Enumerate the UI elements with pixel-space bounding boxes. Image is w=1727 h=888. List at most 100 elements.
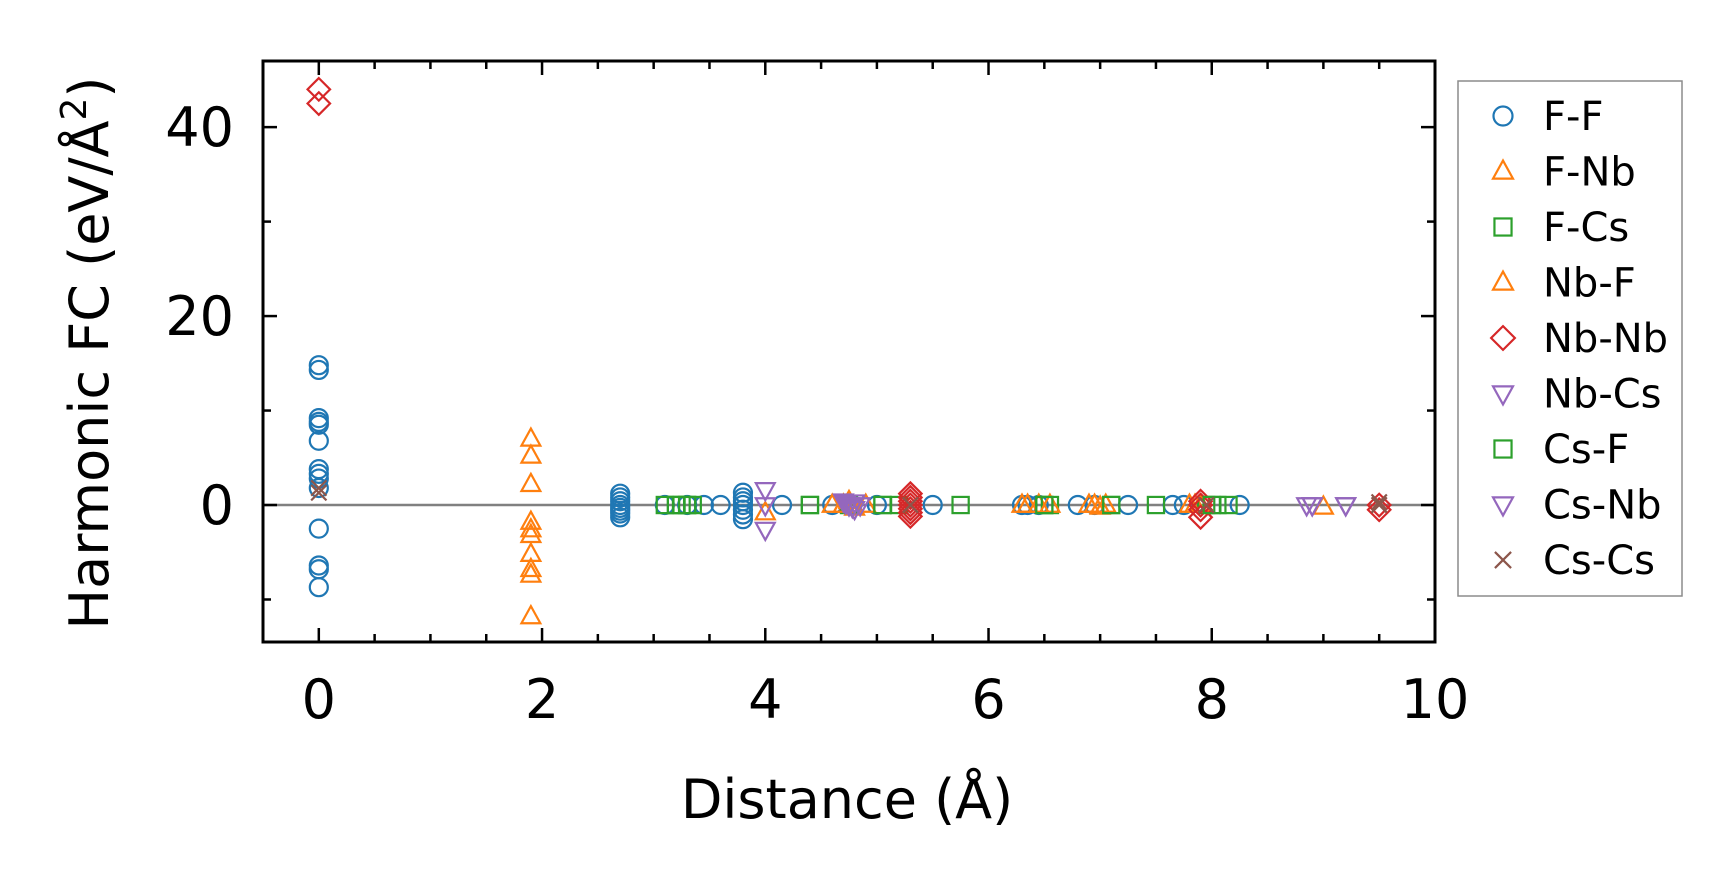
legend-label-f-cs: F-Cs bbox=[1543, 205, 1629, 251]
legend-item-nb-cs: Nb-Cs bbox=[1491, 372, 1662, 418]
data-point-nb-f bbox=[1083, 492, 1106, 513]
data-point-nb-nb bbox=[1366, 492, 1392, 518]
legend-marker-f-cs bbox=[1493, 217, 1513, 237]
data-point-f-nb bbox=[519, 556, 543, 578]
y-tick-label: 0 bbox=[200, 474, 234, 537]
legend-marker-nb-nb bbox=[1489, 324, 1517, 352]
legend-label-f-f: F-F bbox=[1543, 94, 1603, 140]
data-point-f-f bbox=[732, 499, 754, 520]
data-point-nb-cs bbox=[843, 500, 866, 522]
legend-marker-nb-cs bbox=[1491, 385, 1515, 407]
series-cs-nb bbox=[837, 494, 1358, 518]
data-point-f-f bbox=[1067, 494, 1088, 516]
legend-label-cs-f: Cs-F bbox=[1543, 427, 1629, 473]
data-point-cs-f bbox=[1102, 495, 1121, 515]
data-point-nb-nb bbox=[1366, 496, 1392, 523]
y-tick-label: 40 bbox=[165, 96, 234, 159]
legend-item-nb-nb: Nb-Nb bbox=[1489, 316, 1668, 362]
legend-label-nb-cs: Nb-Cs bbox=[1543, 372, 1662, 418]
x-tick-label: 2 bbox=[525, 668, 559, 731]
data-point-f-nb bbox=[519, 509, 543, 530]
x-tick-label: 0 bbox=[302, 668, 336, 731]
legend-item-cs-f: Cs-F bbox=[1493, 427, 1629, 473]
data-point-f-f bbox=[1229, 494, 1250, 516]
data-point-nb-f bbox=[1016, 492, 1039, 513]
y-axis-title-main: Harmonic FC (eV/Å bbox=[57, 120, 121, 629]
data-point-f-f bbox=[308, 414, 329, 435]
y-tick-label: 20 bbox=[165, 285, 234, 348]
data-point-f-nb bbox=[519, 443, 543, 464]
data-point-f-nb bbox=[519, 562, 543, 583]
legend: F-F F-Nb F-Cs Nb-F Nb-Nb Nb-Cs Cs-F Cs-Nb Cs-Cs bbox=[1457, 80, 1683, 597]
y-axis-title-superscript: 2 bbox=[54, 98, 95, 121]
data-point-f-f bbox=[732, 494, 754, 516]
legend-label-f-nb: F-Nb bbox=[1543, 150, 1636, 196]
data-point-cs-f bbox=[666, 495, 686, 515]
data-point-f-f bbox=[308, 463, 329, 484]
data-point-cs-f bbox=[873, 495, 892, 515]
legend-label-cs-cs: Cs-Cs bbox=[1543, 538, 1655, 584]
legend-item-cs-nb: Cs-Nb bbox=[1491, 483, 1662, 529]
legend-marker-f-nb bbox=[1491, 158, 1515, 180]
data-point-f-nb bbox=[753, 499, 777, 521]
data-point-nb-nb bbox=[897, 495, 924, 522]
data-point-nb-cs bbox=[753, 497, 777, 518]
data-point-nb-f bbox=[1178, 492, 1201, 513]
legend-item-f-f: F-F bbox=[1492, 94, 1603, 140]
data-point-f-f bbox=[710, 494, 731, 516]
data-point-nb-cs bbox=[753, 482, 777, 503]
data-point-f-f bbox=[308, 477, 329, 499]
data-point-nb-f bbox=[1094, 492, 1118, 513]
data-point-f-cs bbox=[1146, 495, 1166, 515]
series-cs-cs bbox=[310, 479, 1388, 514]
data-point-f-f bbox=[308, 577, 329, 598]
data-point-nb-nb bbox=[1187, 492, 1214, 518]
plot-frame bbox=[261, 59, 1437, 644]
data-point-nb-cs bbox=[753, 521, 777, 543]
data-point-f-f bbox=[732, 504, 754, 525]
data-point-cs-f bbox=[800, 495, 820, 515]
data-point-f-f bbox=[308, 359, 329, 381]
x-axis-title: Distance (Å) bbox=[681, 767, 1013, 831]
data-point-nb-nb bbox=[897, 484, 924, 511]
data-point-cs-cs bbox=[1197, 496, 1215, 514]
data-point-nb-nb bbox=[897, 499, 924, 526]
x-tick-label: 6 bbox=[971, 668, 1005, 731]
data-point-cs-nb bbox=[1334, 497, 1358, 518]
legend-item-f-cs: F-Cs bbox=[1493, 205, 1629, 251]
y-axis-title-close: ) bbox=[58, 77, 121, 98]
data-point-f-nb bbox=[519, 471, 543, 493]
legend-label-nb-nb: Nb-Nb bbox=[1543, 316, 1668, 362]
y-axis-title: Harmonic FC (eV/Å2) bbox=[54, 77, 121, 630]
x-tick-label: 4 bbox=[748, 668, 782, 731]
data-point-cs-f bbox=[1202, 495, 1221, 515]
data-point-f-nb bbox=[1027, 492, 1051, 513]
data-point-cs-nb bbox=[1300, 497, 1324, 518]
data-point-nb-nb bbox=[306, 90, 332, 117]
data-point-cs-cs bbox=[310, 484, 328, 502]
data-point-f-f bbox=[732, 509, 754, 530]
legend-marker-nb-f bbox=[1491, 269, 1515, 291]
data-point-cs-f bbox=[677, 495, 697, 515]
legend-label-nb-f: Nb-F bbox=[1543, 261, 1636, 307]
data-point-f-f bbox=[922, 494, 943, 516]
series-cs-f bbox=[666, 495, 1221, 515]
legend-item-nb-f: Nb-F bbox=[1491, 261, 1636, 307]
legend-item-f-nb: F-Nb bbox=[1491, 150, 1636, 196]
legend-marker-cs-cs bbox=[1494, 551, 1512, 569]
data-point-cs-f bbox=[1035, 495, 1054, 515]
legend-marker-cs-nb bbox=[1491, 496, 1515, 518]
data-point-f-cs bbox=[951, 495, 970, 515]
legend-marker-f-f bbox=[1492, 105, 1514, 127]
x-tick-label: 8 bbox=[1195, 668, 1229, 731]
data-point-cs-nb bbox=[843, 494, 866, 515]
data-point-f-f bbox=[308, 355, 329, 376]
data-point-f-nb bbox=[1088, 494, 1112, 515]
data-point-nb-nb bbox=[897, 492, 924, 518]
data-point-nb-cs bbox=[848, 497, 872, 518]
legend-marker-cs-f bbox=[1493, 439, 1513, 459]
data-point-f-nb bbox=[519, 603, 543, 625]
